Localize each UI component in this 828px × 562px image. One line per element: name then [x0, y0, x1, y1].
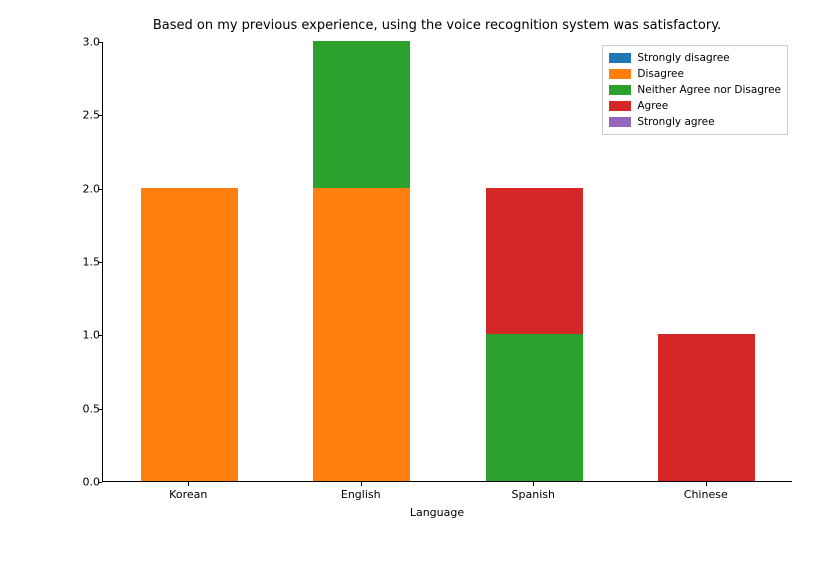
ytick-label: 2.0 [40, 182, 100, 195]
legend-item: Neither Agree nor Disagree [609, 82, 781, 98]
ytick-label: 3.0 [40, 36, 100, 49]
legend-label: Strongly agree [637, 116, 714, 128]
legend: Strongly disagree Disagree Neither Agree n… [602, 45, 788, 135]
legend-swatch [609, 101, 631, 111]
xtick-mark [361, 482, 362, 486]
bar-segment [486, 188, 583, 335]
chart-title: Based on my previous experience, using t… [72, 18, 802, 33]
xtick-label: Spanish [512, 488, 555, 501]
bar-group [486, 41, 583, 481]
legend-item: Strongly agree [609, 114, 781, 130]
legend-label: Strongly disagree [637, 52, 729, 64]
ytick-mark [98, 189, 102, 190]
chart-container: Based on my previous experience, using t… [72, 18, 802, 518]
xtick-label: Chinese [684, 488, 728, 501]
legend-swatch [609, 85, 631, 95]
xtick-label: English [341, 488, 381, 501]
legend-label: Disagree [637, 68, 684, 80]
bar-group [141, 41, 238, 481]
xtick-mark [706, 482, 707, 486]
legend-item: Disagree [609, 66, 781, 82]
plot-area: Strongly disagree Disagree Neither Agree n… [102, 42, 792, 482]
legend-swatch [609, 117, 631, 127]
legend-item: Agree [609, 98, 781, 114]
bar-group [313, 41, 410, 481]
x-axis-label: Language [72, 506, 802, 519]
legend-label: Neither Agree nor Disagree [637, 84, 781, 96]
legend-label: Agree [637, 100, 668, 112]
bar-segment [313, 41, 410, 188]
ytick-label: 1.0 [40, 329, 100, 342]
ytick-mark [98, 262, 102, 263]
legend-swatch [609, 69, 631, 79]
bar-segment [313, 188, 410, 481]
ytick-label: 0.5 [40, 402, 100, 415]
xtick-mark [188, 482, 189, 486]
bar-segment [486, 334, 583, 481]
ytick-label: 0.0 [40, 476, 100, 489]
ytick-label: 1.5 [40, 256, 100, 269]
bar-segment [141, 188, 238, 481]
xtick-mark [533, 482, 534, 486]
bar-segment [658, 334, 755, 481]
legend-swatch [609, 53, 631, 63]
ytick-mark [98, 409, 102, 410]
xtick-label: Korean [169, 488, 207, 501]
ytick-mark [98, 482, 102, 483]
ytick-mark [98, 115, 102, 116]
ytick-mark [98, 42, 102, 43]
ytick-mark [98, 335, 102, 336]
legend-item: Strongly disagree [609, 50, 781, 66]
ytick-label: 2.5 [40, 109, 100, 122]
